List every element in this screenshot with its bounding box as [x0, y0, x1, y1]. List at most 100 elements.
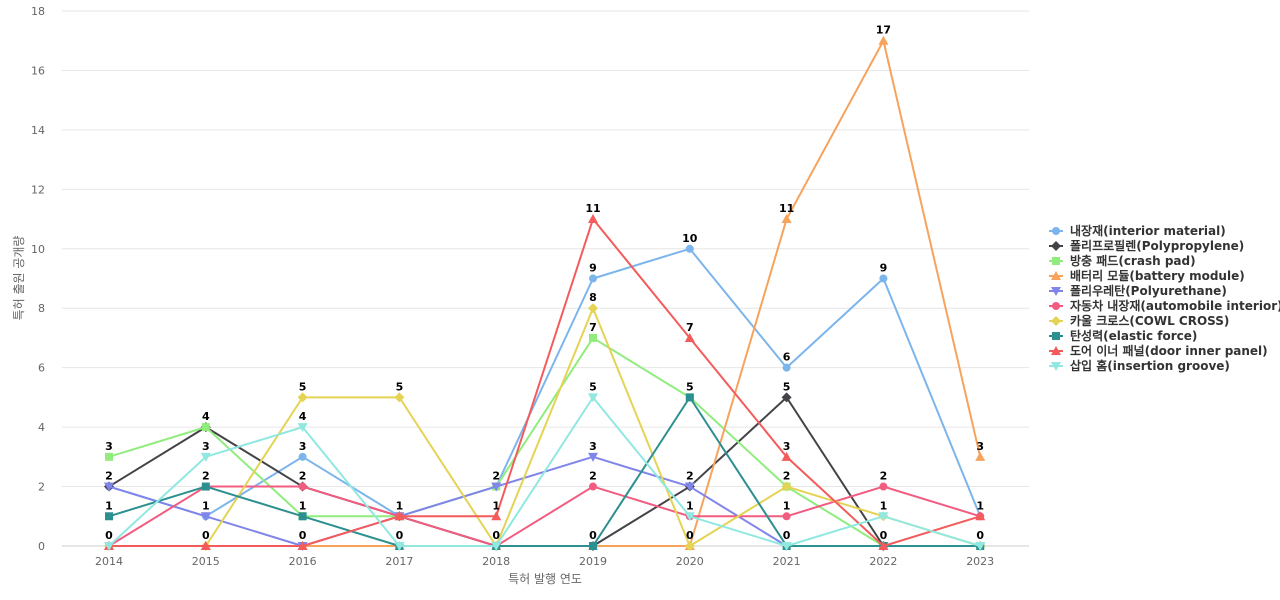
- legend-marker: [1052, 257, 1060, 265]
- data-point: [589, 482, 597, 491]
- data-label: 3: [976, 440, 984, 453]
- data-label: 2: [880, 470, 888, 483]
- legend-marker: [1052, 227, 1060, 235]
- data-label: 10: [682, 232, 698, 245]
- y-tick-label: 18: [31, 5, 45, 18]
- data-point: [105, 512, 113, 521]
- x-axis-ticks: 2014 2015 2016 2017 2018 2019 2020 2021 2022 2023: [95, 555, 994, 568]
- data-point: [878, 512, 889, 522]
- data-label: 3: [589, 440, 597, 453]
- series-line: [108, 396, 981, 547]
- data-label: 1: [492, 499, 500, 512]
- data-label: 2: [299, 470, 307, 483]
- y-tick-label: 4: [38, 421, 45, 434]
- data-point: [297, 541, 308, 550]
- x-tick-label: 2023: [966, 555, 994, 568]
- series-5: [104, 452, 986, 551]
- data-point: [782, 512, 791, 521]
- legend-label: 삽입 홈(insertion groove): [1070, 358, 1230, 373]
- data-point: [394, 392, 405, 403]
- data-label: 3: [105, 440, 113, 453]
- data-label: 1: [686, 499, 694, 512]
- data-label: 1: [783, 499, 791, 512]
- data-label: 0: [589, 529, 597, 542]
- data-point: [298, 452, 307, 461]
- legend-marker: [1051, 346, 1061, 355]
- data-label: 9: [880, 262, 888, 275]
- data-label: 0: [976, 529, 984, 542]
- data-point: [491, 511, 502, 521]
- data-label: 0: [299, 529, 307, 542]
- data-point: [104, 542, 114, 551]
- data-point: [201, 423, 210, 432]
- y-tick-label: 8: [38, 302, 45, 315]
- series-line: [108, 396, 981, 547]
- data-label: 6: [783, 351, 791, 364]
- x-tick-label: 2016: [289, 555, 317, 568]
- data-point: [588, 452, 598, 462]
- y-tick-label: 10: [31, 243, 45, 256]
- data-point: [201, 482, 210, 491]
- y-tick-label: 6: [38, 362, 45, 375]
- data-label: 2: [105, 470, 113, 483]
- data-point: [878, 35, 889, 45]
- legend-label: 방충 패드(crash pad): [1070, 253, 1196, 268]
- data-label: 0: [492, 529, 500, 542]
- legend-item[interactable]: 카울 크로스(COWL CROSS): [1049, 313, 1229, 328]
- data-point: [297, 392, 308, 403]
- data-point: [588, 303, 598, 314]
- data-point: [588, 393, 598, 403]
- legend-item[interactable]: 배터리 모듈(battery module): [1049, 268, 1245, 283]
- data-point: [975, 451, 986, 461]
- data-point: [781, 451, 792, 461]
- legend-label: 자동차 내장재(automobile interior): [1070, 298, 1280, 313]
- legend-item[interactable]: 폴리프로필렌(Polypropylene): [1049, 238, 1244, 253]
- data-label: 17: [876, 24, 891, 37]
- data-label: 2: [492, 470, 500, 483]
- legend-marker: [1052, 332, 1060, 340]
- data-label: 5: [589, 380, 597, 393]
- data-label: 2: [202, 470, 210, 483]
- data-point: [491, 542, 502, 551]
- legend-item[interactable]: 자동차 내장재(automobile interior): [1049, 298, 1280, 313]
- data-label: 7: [686, 321, 694, 334]
- data-label: 5: [396, 380, 404, 393]
- data-label: 9: [589, 262, 597, 275]
- data-point: [105, 452, 113, 461]
- data-label: 4: [299, 410, 307, 423]
- data-point: [684, 482, 695, 492]
- y-tick-label: 14: [31, 124, 45, 137]
- legend-label: 카울 크로스(COWL CROSS): [1070, 313, 1229, 328]
- data-label: 7: [589, 321, 597, 334]
- data-point: [684, 332, 695, 342]
- data-point: [781, 481, 792, 492]
- legend-label: 폴리프로필렌(Polypropylene): [1070, 238, 1244, 253]
- y-tick-label: 2: [38, 481, 45, 494]
- legend-item[interactable]: 방충 패드(crash pad): [1049, 253, 1196, 268]
- data-point: [394, 511, 405, 521]
- x-tick-label: 2020: [676, 555, 704, 568]
- data-label: 11: [779, 202, 794, 215]
- data-point: [297, 423, 308, 433]
- data-label: 1: [880, 499, 888, 512]
- data-point: [394, 542, 405, 551]
- legend-item[interactable]: 도어 이너 패널(door inner panel): [1049, 343, 1268, 358]
- x-axis-title: 특허 발행 연도: [508, 571, 582, 586]
- legend-marker: [1051, 271, 1061, 280]
- data-label: 11: [585, 202, 600, 215]
- legend-item[interactable]: 내장재(interior material): [1049, 223, 1226, 238]
- data-point: [589, 542, 597, 550]
- legend-item[interactable]: 탄성력(elastic force): [1049, 328, 1197, 343]
- legend-item[interactable]: 폴리우레탄(Polyurethane): [1049, 283, 1227, 298]
- legend-marker: [1051, 316, 1061, 326]
- data-point: [975, 511, 986, 521]
- legend-marker: [1052, 302, 1060, 310]
- data-labels: 3210432105432105102101198753201075210116…: [105, 24, 984, 542]
- data-label: 2: [783, 470, 791, 483]
- data-point: [684, 512, 695, 522]
- legend-item[interactable]: 삽입 홈(insertion groove): [1049, 358, 1230, 373]
- data-point: [781, 542, 792, 551]
- data-point: [104, 482, 114, 492]
- data-point: [200, 541, 211, 550]
- x-tick-label: 2018: [482, 555, 510, 568]
